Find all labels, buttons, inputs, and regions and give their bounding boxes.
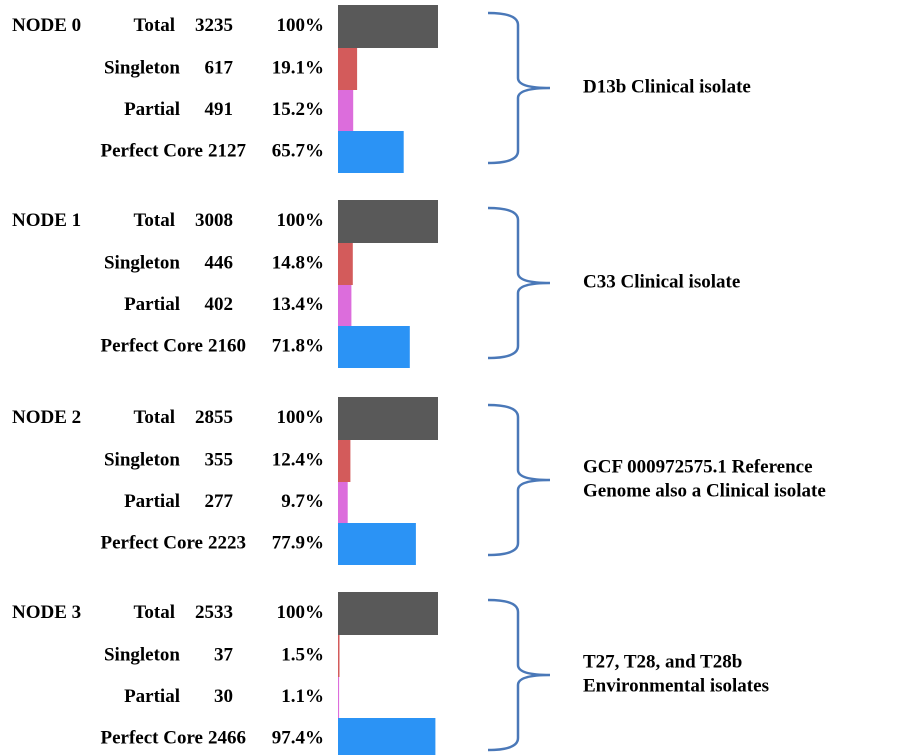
bar — [338, 592, 438, 635]
group-label: GCF 000972575.1 Reference — [583, 456, 813, 477]
group-label: Environmental isolates — [583, 675, 769, 696]
category-label: Total — [133, 602, 175, 623]
category-label: Total — [133, 15, 175, 36]
count-label: 3008 — [195, 210, 233, 231]
percent-label: 1.5% — [281, 644, 324, 665]
count-label: 446 — [205, 252, 234, 273]
percent-label: 71.8% — [272, 335, 324, 356]
percent-label: 65.7% — [272, 140, 324, 161]
category-label: Singleton — [104, 252, 180, 273]
count-label: 617 — [205, 57, 234, 78]
bar — [338, 48, 358, 90]
brace — [487, 206, 551, 360]
bar — [338, 718, 436, 755]
category-label: Partial — [124, 294, 180, 315]
count-label: 355 — [205, 449, 234, 470]
percent-label: 12.4% — [272, 449, 324, 470]
brace — [487, 403, 551, 557]
category-label: Total — [133, 210, 175, 231]
percent-label: 100% — [277, 602, 325, 623]
bar — [338, 482, 348, 523]
percent-label: 77.9% — [272, 532, 324, 553]
category-label: Total — [133, 407, 175, 428]
category-label: Singleton — [104, 449, 180, 470]
count-label: 2466 — [208, 727, 246, 748]
bar — [338, 131, 404, 173]
count-label: 3235 — [195, 15, 233, 36]
bar — [338, 243, 353, 285]
category-label: Perfect Core — [101, 532, 204, 553]
count-label: 2533 — [195, 602, 233, 623]
bar — [338, 440, 351, 482]
count-label: 491 — [205, 99, 234, 120]
bar — [338, 523, 416, 565]
category-label: Singleton — [104, 644, 180, 665]
node-label: NODE 0 — [12, 15, 81, 36]
category-label: Partial — [124, 686, 180, 707]
count-label: 2160 — [208, 335, 246, 356]
group-label: Genome also a Clinical isolate — [583, 480, 826, 501]
bar — [338, 326, 410, 368]
count-label: 30 — [214, 686, 233, 707]
category-label: Perfect Core — [101, 727, 204, 748]
percent-label: 15.2% — [272, 99, 324, 120]
group-label: D13b Clinical isolate — [583, 76, 751, 97]
percent-label: 100% — [277, 15, 325, 36]
count-label: 402 — [205, 294, 234, 315]
percent-label: 19.1% — [272, 57, 324, 78]
count-label: 277 — [205, 491, 234, 512]
group-label: T27, T28, and T28b — [583, 651, 742, 672]
count-label: 2223 — [208, 532, 246, 553]
percent-label: 100% — [277, 407, 325, 428]
category-label: Perfect Core — [101, 335, 204, 356]
count-label: 37 — [214, 644, 234, 665]
bar — [338, 677, 340, 718]
category-label: Partial — [124, 99, 180, 120]
category-label: Perfect Core — [101, 140, 204, 161]
node-label: NODE 3 — [12, 602, 81, 623]
bar — [338, 635, 340, 677]
percent-label: 9.7% — [281, 491, 324, 512]
percent-label: 13.4% — [272, 294, 324, 315]
percent-label: 1.1% — [281, 686, 324, 707]
bar — [338, 200, 438, 243]
percent-label: 97.4% — [272, 727, 324, 748]
brace — [487, 598, 551, 752]
bar — [338, 5, 438, 48]
count-label: 2127 — [208, 140, 247, 161]
category-label: Singleton — [104, 57, 180, 78]
bar — [338, 90, 354, 131]
bar — [338, 285, 352, 326]
bar — [338, 397, 438, 440]
brace — [487, 11, 551, 165]
percent-label: 100% — [277, 210, 325, 231]
percent-label: 14.8% — [272, 252, 324, 273]
node-label: NODE 2 — [12, 407, 81, 428]
category-label: Partial — [124, 491, 180, 512]
group-label: C33 Clinical isolate — [583, 271, 740, 292]
count-label: 2855 — [195, 407, 233, 428]
node-label: NODE 1 — [12, 210, 81, 231]
